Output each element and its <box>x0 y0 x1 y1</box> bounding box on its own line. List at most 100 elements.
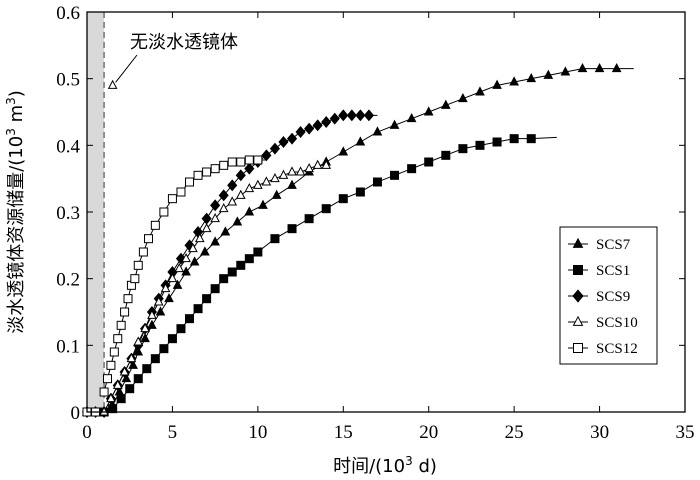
data-point-scs10 <box>235 189 246 199</box>
data-point-scs1 <box>355 187 365 197</box>
data-point-scs12 <box>99 387 109 397</box>
data-point-scs7 <box>232 216 243 226</box>
x-tick-label: 15 <box>334 422 353 443</box>
data-point-scs7 <box>164 292 174 303</box>
data-point-scs12 <box>167 194 177 204</box>
data-point-scs1 <box>116 394 126 404</box>
data-point-scs1 <box>167 334 177 344</box>
x-tick-label: 10 <box>248 422 267 443</box>
legend-label: SCS12 <box>596 341 638 357</box>
data-point-scs12 <box>123 294 133 304</box>
data-point-scs7 <box>210 236 220 246</box>
data-point-scs9 <box>286 132 298 145</box>
data-point-scs7 <box>189 256 200 266</box>
data-point-scs12 <box>236 157 246 167</box>
data-point-scs9 <box>355 109 366 122</box>
y-tick-label: 0.4 <box>56 136 80 157</box>
y-tick-label: 0.5 <box>56 70 80 91</box>
data-point-scs1 <box>372 177 382 187</box>
data-point-scs7 <box>543 69 554 79</box>
data-point-scs10 <box>106 392 116 403</box>
data-point-scs9 <box>304 122 315 135</box>
data-point-scs1 <box>227 267 237 277</box>
series-scs7 <box>82 62 634 416</box>
data-point-scs9 <box>338 109 349 122</box>
data-point-scs7 <box>594 62 605 73</box>
data-point-scs12 <box>138 247 148 257</box>
legend-marker <box>572 315 584 326</box>
data-point-scs7 <box>372 126 383 136</box>
data-point-scs10 <box>201 222 212 233</box>
data-point-scs9 <box>278 136 289 148</box>
data-point-scs10 <box>321 159 332 169</box>
data-point-scs1 <box>338 194 348 204</box>
data-point-scs1 <box>526 134 536 144</box>
legend-marker <box>573 265 583 275</box>
data-point-scs12 <box>244 155 254 165</box>
data-point-scs12 <box>150 220 160 230</box>
data-point-scs7 <box>244 206 255 216</box>
data-point-scs10 <box>270 172 280 183</box>
data-point-scs1 <box>424 157 434 167</box>
data-point-scs1 <box>219 274 229 284</box>
data-point-scs7 <box>423 106 434 116</box>
data-point-scs9 <box>329 112 340 125</box>
data-point-scs7 <box>611 62 622 73</box>
data-point-scs1 <box>176 324 186 334</box>
legend: SCS7 SCS1 SCS9 SCS10 SCS12 <box>559 226 658 365</box>
data-point-scs7 <box>121 372 132 383</box>
data-point-scs9 <box>235 169 246 182</box>
data-point-scs1 <box>125 384 135 394</box>
y-axis-title: 淡水透镜体资源储量/(103 m3) <box>4 90 27 334</box>
legend-label: SCS10 <box>596 315 638 331</box>
y-tick-label: 0.6 <box>56 3 80 24</box>
data-point-scs7 <box>140 332 150 343</box>
data-point-scs10 <box>304 162 314 173</box>
y-axis-title-prefix: 淡水透镜体资源储量/(10 <box>6 136 27 334</box>
y-tick-label: 0.3 <box>56 203 80 224</box>
data-point-scs7 <box>271 189 282 199</box>
data-point-scs10 <box>99 406 109 416</box>
data-point-scs1 <box>475 140 485 150</box>
data-point-scs10 <box>133 336 144 346</box>
data-point-scs7 <box>172 279 183 289</box>
x-tick-label: 30 <box>590 422 609 443</box>
data-point-scs10 <box>295 166 306 176</box>
y-axis-title-suffix: ) <box>6 90 27 97</box>
y-axis-title-sup2: 3 <box>4 97 18 105</box>
data-point-scs10 <box>181 252 191 263</box>
data-point-scs10 <box>153 296 164 306</box>
data-point-scs1 <box>253 247 263 257</box>
annotation-arrow-line <box>115 54 138 83</box>
data-point-scs1 <box>133 374 143 384</box>
series-scs1 <box>82 134 557 417</box>
data-point-scs9 <box>363 109 374 122</box>
data-point-scs9 <box>346 109 357 122</box>
y-tick-label: 0.2 <box>56 270 80 291</box>
data-point-scs7 <box>220 226 231 236</box>
plot-frame <box>86 11 686 413</box>
x-tick-label: 5 <box>168 422 178 443</box>
data-point-scs10 <box>126 352 137 363</box>
y-axis-title-mid: m <box>6 105 27 128</box>
data-point-scs1 <box>441 150 451 160</box>
data-point-scs10 <box>287 166 297 176</box>
x-tick-label: 0 <box>82 422 92 443</box>
data-point-scs10 <box>112 379 123 389</box>
data-point-scs1 <box>390 170 400 180</box>
data-point-scs12 <box>227 157 237 167</box>
data-point-scs1 <box>150 354 160 364</box>
x-tick-label: 25 <box>505 422 524 443</box>
data-point-scs10 <box>194 232 205 243</box>
data-point-scs12 <box>109 347 119 357</box>
data-point-scs7 <box>560 66 571 76</box>
data-point-scs10 <box>188 242 198 253</box>
data-point-scs10 <box>253 179 263 189</box>
data-point-scs1 <box>159 344 169 354</box>
x-axis-title-sup: 3 <box>405 454 413 468</box>
data-point-scs1 <box>304 214 314 224</box>
x-axis-title: 时间/(103 d) <box>333 454 437 477</box>
legend-item-scs1: SCS1 <box>568 263 630 279</box>
data-point-scs10 <box>147 309 157 319</box>
data-point-scs10 <box>174 262 185 273</box>
